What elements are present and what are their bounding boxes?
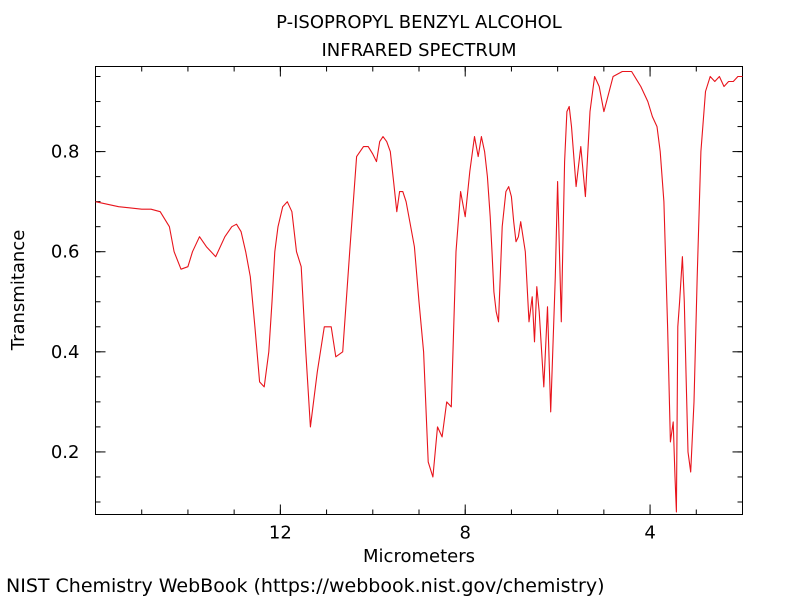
x-tick-label: 8 [459, 523, 470, 544]
y-axis-label: Transmitance [8, 230, 29, 352]
x-axis-label: Micrometers [363, 546, 475, 567]
x-tick-label: 12 [269, 523, 292, 544]
x-tick-label: 4 [644, 523, 655, 544]
axis-ticks [95, 66, 743, 515]
y-tick-label: 0.2 [51, 442, 80, 463]
y-tick-label: 0.6 [51, 242, 80, 263]
spectrum-series-line [95, 70, 743, 513]
plot-frame [95, 66, 743, 515]
footer-credit: NIST Chemistry WebBook (https://webbook.… [6, 575, 605, 597]
chart-subtitle: INFRARED SPECTRUM [321, 40, 516, 61]
y-tick-label: 0.8 [51, 142, 80, 163]
y-tick-label: 0.4 [51, 342, 80, 363]
tick-labels: 12 8 4 0.2 0.4 0.6 0.8 [51, 142, 656, 544]
chart-title: P-ISOPROPYL BENZYL ALCOHOL [276, 12, 562, 33]
